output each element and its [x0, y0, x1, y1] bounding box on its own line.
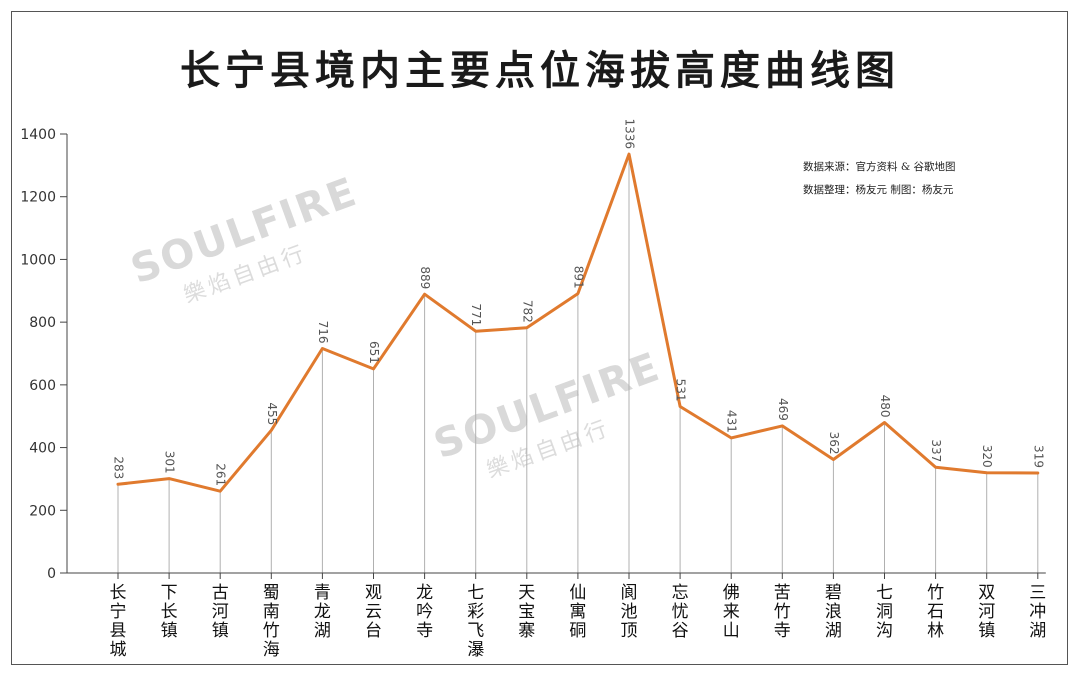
elevation-series-line	[116, 152, 1040, 493]
data-label: 771	[469, 303, 483, 326]
data-credit-line: 数据整理：杨友元 制图：杨友元	[803, 184, 954, 196]
data-label: 431	[725, 410, 739, 433]
chart-title: 长宁县境内主要点位海拔高度曲线图	[180, 47, 900, 94]
data-source-line: 数据来源：官方资料 & 谷歌地图	[803, 161, 956, 173]
x-tick-label: 蜀南竹海	[263, 583, 280, 660]
y-tick-label: 1200	[20, 190, 56, 206]
x-tick-label: 三冲湖	[1029, 583, 1046, 641]
data-label: 455	[265, 402, 279, 425]
x-tick-label: 忘忧谷	[672, 583, 689, 641]
x-tick-label: 青龙湖	[314, 583, 331, 641]
y-tick-label: 400	[29, 441, 56, 457]
x-tick-label: 仙寓硐	[569, 583, 586, 641]
data-label: 261	[214, 463, 228, 486]
x-tick-label: 天宝寨	[518, 583, 535, 641]
data-label: 651	[367, 341, 381, 364]
x-tick-label: 苦竹寺	[774, 583, 791, 641]
x-tick-label: 七彩飞瀑	[467, 583, 484, 660]
x-tick-label: 古河镇	[212, 583, 229, 641]
data-label: 319	[1031, 445, 1045, 468]
chart-frame	[11, 11, 1068, 665]
data-label: 891	[571, 266, 585, 289]
data-label: 782	[520, 300, 534, 323]
data-label: 531	[674, 379, 688, 402]
x-tick-label: 竹石林	[927, 583, 944, 641]
x-tick-label: 下长镇	[161, 583, 178, 641]
data-label: 362	[827, 432, 841, 455]
y-tick-label: 1000	[20, 252, 56, 268]
data-label: 480	[878, 395, 892, 418]
x-tick-label: 长宁县城	[110, 583, 127, 660]
data-label: 469	[776, 398, 790, 421]
data-label: 1336	[623, 119, 637, 150]
x-tick-label: 双河镇	[978, 583, 995, 641]
x-tick-label: 佛来山	[723, 583, 740, 641]
x-tick-label: 阆池顶	[621, 583, 638, 641]
data-source-note: 数据来源：官方资料 & 谷歌地图 数据整理：杨友元 制图：杨友元	[803, 156, 956, 202]
data-label: 283	[112, 456, 126, 479]
data-label: 320	[980, 445, 994, 468]
y-tick-label: 600	[29, 378, 56, 394]
y-tick-label: 0	[47, 566, 56, 582]
x-tick-label: 龙吟寺	[416, 583, 433, 641]
y-tick-label: 1400	[20, 127, 56, 143]
y-tick-label: 200	[29, 503, 56, 519]
data-label: 889	[418, 266, 432, 289]
data-label: 301	[163, 451, 177, 474]
x-tick-label: 七洞沟	[876, 583, 893, 641]
x-tick-label: 碧浪湖	[825, 583, 842, 641]
data-label: 337	[929, 439, 943, 462]
x-tick-label: 观云台	[365, 583, 382, 641]
y-tick-label: 800	[29, 315, 56, 331]
data-label: 716	[316, 321, 330, 344]
